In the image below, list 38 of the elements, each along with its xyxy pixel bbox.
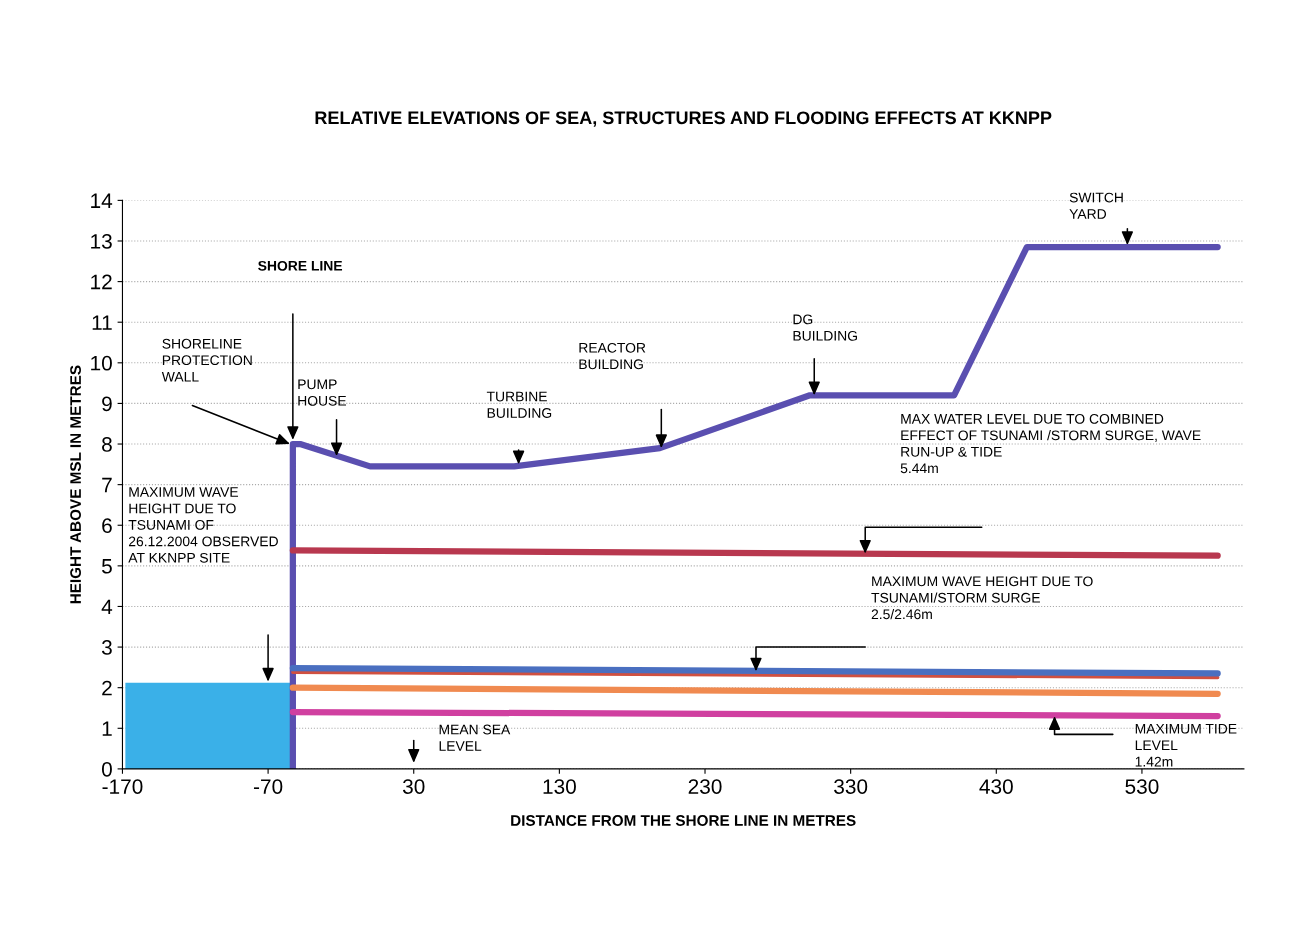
y-tick-label: 3 (101, 640, 112, 655)
y-tick-label: 12 (91, 274, 112, 290)
y-tick-label: 7 (102, 477, 112, 493)
annotation: MAXIMUM WAVE HEIGHT DUE TO TSUNAMI OF 26.12.2004 OBSERVED AT KKNPP SITE (128, 487, 278, 563)
x-tick-label: -70 (253, 779, 283, 794)
x-tick-label: 530 (1125, 779, 1159, 794)
y-tick-label: 8 (102, 437, 112, 452)
y-tick-label: 10 (91, 355, 112, 371)
y-tick-label: 11 (92, 315, 112, 330)
annotation: DG BUILDING (793, 314, 857, 341)
annotation: MEAN SEA LEVEL (439, 724, 511, 751)
y-tick-label: 2 (102, 680, 112, 696)
y-tick-label: 4 (101, 599, 113, 615)
x-tick-label: 330 (834, 779, 868, 794)
annotation: MAX WATER LEVEL DUE TO COMBINED EFFECT OF TSUNAMI /STORM SURGE, WAVE RUN-UP & TIDE 5.44m (900, 413, 1201, 474)
y-tick-label: 13 (91, 233, 112, 249)
annotation: SWITCH YARD (1069, 192, 1123, 219)
annotation: SHORELINE PROTECTION WALL (161, 338, 252, 382)
y-axis-title: HEIGHT ABOVE MSL IN METRES (70, 365, 81, 604)
y-tick-label: 14 (91, 193, 113, 208)
annotation: PUMP HOUSE (298, 379, 347, 406)
chart-title: RELATIVE ELEVATIONS OF SEA, STRUCTURES AND FLOODING EFFECTS AT KKNPP (315, 111, 1052, 127)
x-tick-label: 430 (979, 779, 1013, 794)
x-tick-label: 130 (543, 779, 576, 794)
annotation: MAXIMUM WAVE HEIGHT DUE TO TSUNAMI/STORM SURGE 2.5/2.46m (871, 576, 1093, 620)
x-tick-label: 230 (688, 779, 722, 794)
y-tick-label: 5 (101, 559, 112, 574)
y-tick-label: 0 (101, 761, 112, 777)
y-tick-label: 1 (102, 721, 112, 736)
annotation: MAXIMUM TIDE LEVEL 1.42m (1135, 723, 1237, 767)
annotation: SHORE LINE (258, 260, 343, 271)
y-tick-label: 6 (102, 518, 112, 533)
x-tick-label: -170 (102, 779, 143, 794)
x-tick-label: 30 (402, 779, 425, 794)
x-axis-title: DISTANCE FROM THE SHORE LINE IN METRES (511, 815, 856, 826)
annotation: REACTOR BUILDING (579, 342, 646, 370)
y-tick-label: 9 (102, 396, 112, 412)
annotation: TURBINE BUILDING (486, 391, 552, 418)
